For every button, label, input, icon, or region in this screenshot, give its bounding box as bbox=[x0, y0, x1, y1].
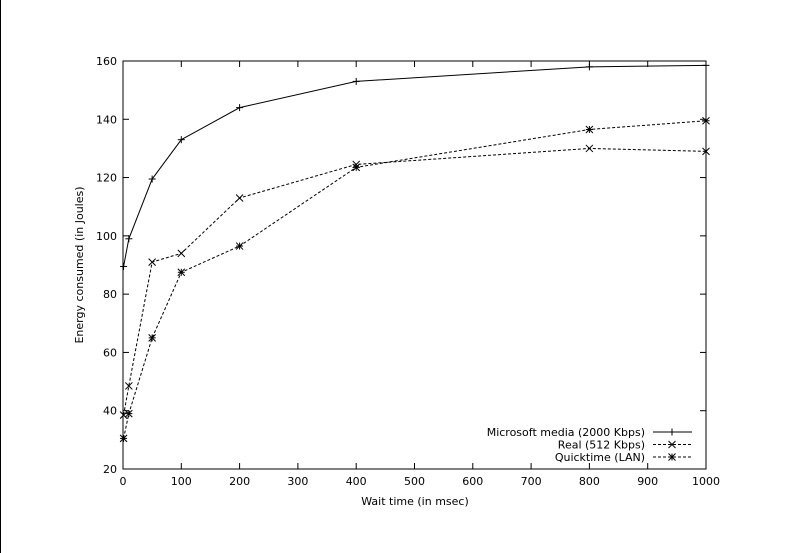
x-tick-label: 800 bbox=[579, 475, 600, 488]
data-point bbox=[124, 409, 133, 418]
series-line bbox=[123, 120, 707, 439]
data-point bbox=[177, 136, 185, 144]
x-tick-label: 900 bbox=[637, 475, 658, 488]
data-point bbox=[702, 116, 710, 125]
y-tick-label: 40 bbox=[103, 405, 117, 418]
series-layer bbox=[119, 61, 710, 443]
series-1 bbox=[120, 61, 710, 270]
x-tick-label: 0 bbox=[120, 475, 127, 488]
data-point bbox=[352, 163, 361, 172]
data-point bbox=[177, 249, 186, 258]
y-axis-label: Energy consumed (in Joules) bbox=[73, 186, 86, 343]
x-tick-label: 300 bbox=[287, 475, 308, 488]
plot-border bbox=[122, 60, 707, 470]
data-point bbox=[352, 77, 360, 85]
data-point bbox=[119, 434, 128, 443]
axis-ticks bbox=[122, 60, 707, 470]
data-point bbox=[124, 382, 133, 390]
x-tick-label: 600 bbox=[462, 475, 483, 488]
y-tick-label: 100 bbox=[96, 230, 117, 243]
data-point bbox=[177, 268, 186, 277]
x-axis-label: Wait time (in msec) bbox=[361, 495, 469, 508]
x-tick-label: 700 bbox=[521, 475, 542, 488]
data-point bbox=[125, 235, 133, 243]
data-point bbox=[235, 194, 244, 202]
y-tick-label: 140 bbox=[96, 113, 117, 126]
y-tick-label: 80 bbox=[103, 288, 117, 301]
data-point bbox=[148, 334, 157, 342]
legend-entry: Microsoft media (2000 Kbps) bbox=[487, 426, 692, 439]
series-2 bbox=[119, 144, 710, 419]
x-tick-label: 500 bbox=[404, 475, 425, 488]
legend-label: Microsoft media (2000 Kbps) bbox=[487, 426, 645, 439]
data-point bbox=[585, 144, 594, 153]
data-point bbox=[702, 147, 710, 156]
x-tick-label: 400 bbox=[346, 475, 367, 488]
legend: Microsoft media (2000 Kbps)Real (512 Kbp… bbox=[487, 426, 692, 464]
data-point bbox=[702, 61, 710, 69]
y-tick-label: 60 bbox=[103, 346, 117, 359]
series-line bbox=[123, 147, 707, 416]
data-point bbox=[668, 428, 676, 436]
legend-label: Real (512 Kbps) bbox=[558, 439, 645, 452]
y-tick-label: 160 bbox=[96, 55, 117, 68]
data-point bbox=[585, 125, 594, 134]
legend-label: Quicktime (LAN) bbox=[555, 451, 645, 464]
data-point bbox=[668, 453, 676, 461]
legend-entry: Quicktime (LAN) bbox=[555, 451, 692, 464]
plot-frame bbox=[122, 60, 707, 470]
data-point bbox=[236, 104, 244, 112]
data-point bbox=[120, 262, 128, 270]
x-tick-label: 200 bbox=[229, 475, 250, 488]
data-point bbox=[235, 242, 244, 250]
x-tick-label: 100 bbox=[171, 475, 192, 488]
tick-labels: 0 100 200 300 400 500 600 700 800 900 1000 20 40 60 80… bbox=[96, 55, 720, 488]
y-tick-label: 20 bbox=[103, 463, 117, 476]
legend-entry: Real (512 Kbps) bbox=[558, 439, 692, 452]
data-point bbox=[668, 440, 676, 449]
data-point bbox=[119, 411, 128, 419]
series-line bbox=[123, 64, 707, 267]
y-tick-label: 120 bbox=[96, 172, 117, 185]
data-point bbox=[585, 63, 593, 71]
data-point bbox=[148, 258, 157, 266]
page-left-border bbox=[0, 0, 1, 553]
series-3 bbox=[119, 116, 710, 443]
x-tick-label: 1000 bbox=[692, 475, 720, 488]
data-point bbox=[148, 175, 156, 183]
